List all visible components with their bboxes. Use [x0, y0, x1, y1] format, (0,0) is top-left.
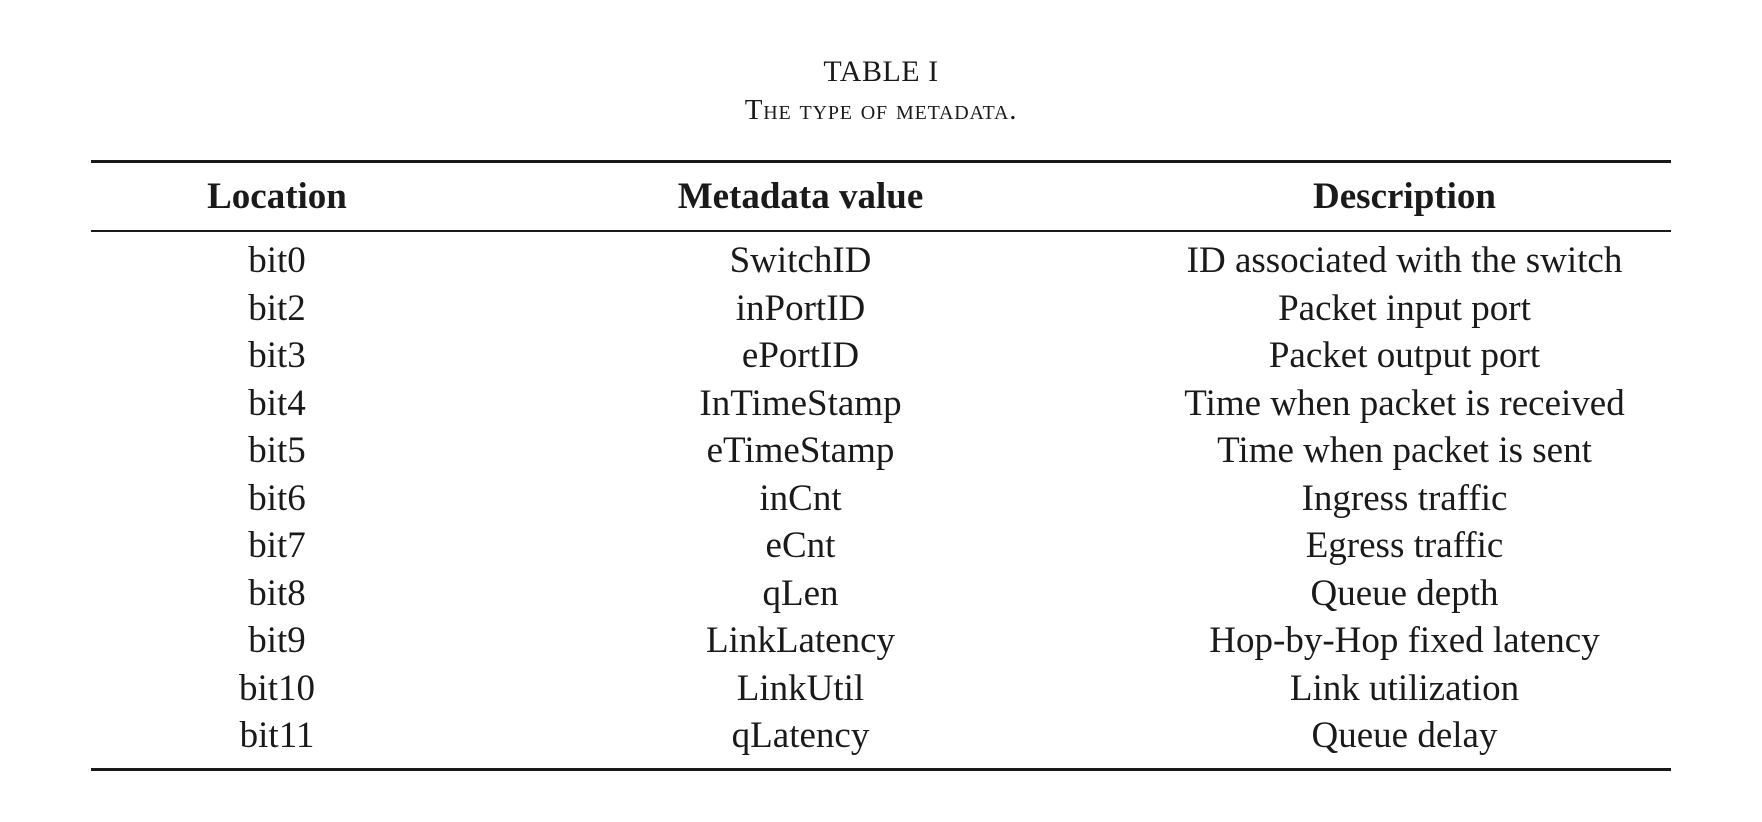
- cell-location: bit7: [248, 525, 306, 567]
- table-row: bit11 qLatency Queue delay: [91, 712, 1671, 769]
- header-row: Location Metadata value Description: [91, 161, 1671, 231]
- cell-description: Queue depth: [1310, 572, 1499, 614]
- cell-location: bit0: [248, 240, 306, 282]
- cell-description: Time when packet is received: [1184, 382, 1625, 424]
- cell-location: bit5: [248, 430, 306, 472]
- table-row: bit2 inPortID Packet input port: [91, 285, 1671, 333]
- cell-location: bit6: [248, 477, 306, 519]
- cell-metadata-value: eTimeStamp: [706, 430, 895, 472]
- cell-metadata-value: ePortID: [741, 335, 860, 377]
- cell-description: Packet input port: [1278, 287, 1531, 329]
- table-row: bit6 inCnt Ingress traffic: [91, 475, 1671, 523]
- cell-metadata-value: inCnt: [759, 477, 842, 519]
- cell-location: bit11: [239, 715, 315, 757]
- cell-location: bit3: [248, 335, 306, 377]
- cell-location: bit4: [248, 382, 306, 424]
- cell-description: Time when packet is sent: [1217, 430, 1592, 472]
- cell-description: ID associated with the switch: [1186, 240, 1623, 282]
- table-header: Location Metadata value Description: [91, 161, 1671, 231]
- cell-metadata-value: LinkUtil: [736, 667, 865, 709]
- cell-metadata-value: eCnt: [765, 525, 836, 567]
- table-row: bit8 qLen Queue depth: [91, 570, 1671, 618]
- cell-description: Ingress traffic: [1301, 477, 1508, 519]
- table-row: bit0 SwitchID ID associated with the swi…: [91, 231, 1671, 285]
- cell-metadata-value: LinkLatency: [705, 620, 896, 662]
- table-caption-title: The type of metadata.: [744, 94, 1018, 126]
- table-row: bit5 eTimeStamp Time when packet is sent: [91, 427, 1671, 475]
- metadata-table: Location Metadata value Description bit0…: [91, 160, 1671, 771]
- cell-metadata-value: qLatency: [731, 715, 870, 757]
- cell-location: bit9: [248, 620, 306, 662]
- cell-metadata-value: InTimeStamp: [699, 382, 902, 424]
- cell-description: Link utilization: [1289, 667, 1520, 709]
- header-description: Description: [1313, 176, 1496, 217]
- table-row: bit10 LinkUtil Link utilization: [91, 665, 1671, 713]
- header-location: Location: [207, 176, 347, 217]
- table-body: bit0 SwitchID ID associated with the swi…: [91, 231, 1671, 769]
- table-row: bit7 eCnt Egress traffic: [91, 522, 1671, 570]
- table-row: bit3 ePortID Packet output port: [91, 332, 1671, 380]
- cell-description: Hop-by-Hop fixed latency: [1209, 620, 1600, 662]
- cell-metadata-value: SwitchID: [729, 240, 872, 282]
- cell-description: Queue delay: [1311, 715, 1498, 757]
- cell-location: bit10: [238, 667, 316, 709]
- cell-description: Packet output port: [1268, 335, 1541, 377]
- cell-description: Egress traffic: [1305, 525, 1504, 567]
- table-row: bit9 LinkLatency Hop-by-Hop fixed latenc…: [91, 617, 1671, 665]
- cell-location: bit2: [248, 287, 306, 329]
- cell-metadata-value: inPortID: [735, 287, 866, 329]
- cell-metadata-value: qLen: [762, 572, 839, 614]
- table-caption-label: TABLE I: [823, 55, 939, 88]
- cell-location: bit8: [248, 572, 306, 614]
- header-metadata-value: Metadata value: [677, 176, 924, 217]
- table-row: bit4 InTimeStamp Time when packet is rec…: [91, 380, 1671, 428]
